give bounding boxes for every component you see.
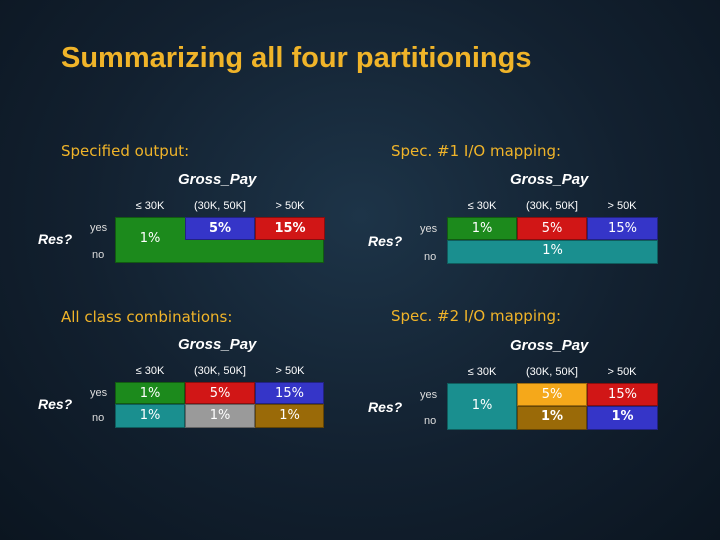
res-header: Res?: [368, 233, 403, 249]
specified-output-label: Specified output:: [61, 142, 190, 160]
res-header: Res?: [368, 399, 403, 415]
row-label-no: no: [92, 412, 105, 424]
spec2-label: Spec. #2 I/O mapping:: [391, 307, 562, 325]
cell-yes-mid: 5%: [185, 382, 255, 404]
gross-pay-header: Gross_Pay: [178, 171, 257, 188]
col-header-high: > 50K: [275, 365, 305, 377]
col-header-mid: (30K, 50K]: [526, 200, 578, 212]
cell-no-mid: 1%: [517, 406, 587, 430]
cell-yes-high: 15%: [587, 217, 658, 240]
cell-no-high: 1%: [255, 404, 324, 428]
slide-title: Summarizing all four partitionings: [61, 42, 532, 74]
cell-yes-high: 15%: [255, 382, 324, 404]
specified-output-table: Gross_Pay ≤ 30K (30K, 50K] > 50K Res? ye…: [30, 165, 360, 275]
cell-yes-low: 1%: [447, 217, 517, 240]
cell-no-high: 1%: [587, 406, 658, 430]
cell-no-all: 1%: [447, 240, 658, 264]
row-label-yes: yes: [90, 387, 108, 399]
all-combinations-label: All class combinations:: [61, 308, 233, 326]
col-header-low: ≤ 30K: [135, 365, 165, 377]
spec2-table: Gross_Pay ≤ 30K (30K, 50K] > 50K Res? ye…: [362, 331, 692, 441]
cell-yes-low: 1%: [115, 382, 185, 404]
row-label-yes: yes: [90, 222, 108, 234]
col-header-low: ≤ 30K: [467, 200, 497, 212]
row-label-no: no: [424, 251, 437, 263]
cell-low: 1%: [447, 383, 517, 430]
res-header: Res?: [38, 231, 73, 247]
spec1-label: Spec. #1 I/O mapping:: [391, 142, 562, 160]
gross-pay-header: Gross_Pay: [178, 336, 257, 353]
gross-pay-header: Gross_Pay: [510, 337, 589, 354]
col-header-high: > 50K: [607, 200, 637, 212]
col-header-mid: (30K, 50K]: [526, 366, 578, 378]
cell-no-mid: 1%: [185, 404, 255, 428]
cell-yes-mid: 5%: [185, 217, 255, 240]
col-header-high: > 50K: [275, 200, 305, 212]
col-header-mid: (30K, 50K]: [194, 200, 246, 212]
res-header: Res?: [38, 396, 73, 412]
spec1-table: Gross_Pay ≤ 30K (30K, 50K] > 50K Res? ye…: [362, 165, 692, 275]
cell-yes-high: 15%: [587, 383, 658, 406]
all-combinations-table: Gross_Pay ≤ 30K (30K, 50K] > 50K Res? ye…: [30, 330, 360, 440]
cell-yes-mid: 5%: [517, 383, 587, 406]
col-header-low: ≤ 30K: [135, 200, 165, 212]
row-label-yes: yes: [420, 223, 438, 235]
gross-pay-header: Gross_Pay: [510, 171, 589, 188]
col-header-high: > 50K: [607, 366, 637, 378]
cell-low: 1%: [139, 231, 161, 246]
row-label-yes: yes: [420, 389, 438, 401]
col-header-mid: (30K, 50K]: [194, 365, 246, 377]
cell-no-low: 1%: [115, 404, 185, 428]
row-label-no: no: [92, 249, 105, 261]
cell-yes-mid: 5%: [517, 217, 587, 240]
row-label-no: no: [424, 415, 437, 427]
cell-yes-high: 15%: [255, 217, 325, 240]
col-header-low: ≤ 30K: [467, 366, 497, 378]
